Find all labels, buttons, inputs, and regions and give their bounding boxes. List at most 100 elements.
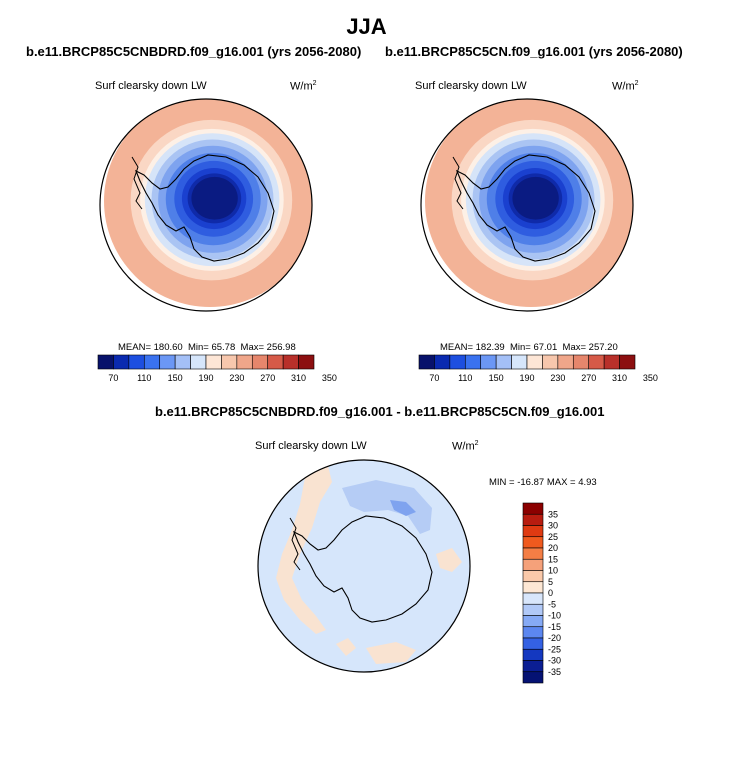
panel-2-colorbar-box-12	[603, 354, 620, 370]
panel-2-colorbar-label-5: 270	[581, 373, 596, 383]
panel-1-south-america-coastline	[131, 156, 143, 210]
panel-2-colorbar-label-2: 150	[489, 373, 504, 383]
diff-panel-south-america-coastline	[289, 517, 301, 571]
diff-colorbar-label-4: 15	[548, 554, 558, 564]
panel-2-colorbar-label-1: 110	[458, 373, 472, 383]
panel-1-colorbar-label-5: 270	[260, 373, 275, 383]
panel-2-min: Min= 67.01	[509, 342, 558, 353]
diff-colorbar-box-4	[522, 547, 544, 560]
panel-2-map-border	[420, 98, 634, 312]
panel-1-max: Max= 256.98	[240, 342, 296, 353]
diff-panel-map-border	[257, 459, 471, 673]
panel-1-contour-band-10	[191, 176, 238, 220]
diff-colorbar-box-8	[522, 592, 544, 605]
diff-colorbar-box-0	[522, 502, 544, 515]
diff-colorbar-box-1	[522, 513, 544, 526]
panel-1-stats: MEAN= 180.60 Min= 65.78 Max= 256.98	[118, 342, 296, 353]
panel-2-colorbar-box-11	[588, 354, 605, 370]
panel-2-max: Max= 257.20	[562, 342, 618, 353]
panel-2-colorbar-box-9	[557, 354, 574, 370]
diff-panel-stats: MIN = -16.87 MAX = 4.93	[489, 477, 597, 488]
diff-colorbar-label-0: 35	[548, 509, 558, 519]
diff-colorbar-box-9	[522, 603, 544, 616]
diff-panel-variable-label: Surf clearsky down LW	[255, 440, 367, 452]
diff-panel-units: W/m2	[452, 440, 479, 453]
panel-2-colorbar-box-13	[619, 354, 636, 370]
panel-1-min: Min= 65.78	[187, 342, 236, 353]
diff-panel-antarctica-coastline	[292, 515, 433, 623]
panel-1-colorbar-box-2	[128, 354, 145, 370]
diff-colorbar-label-5: 10	[548, 566, 558, 576]
diff-colorbar-box-14	[522, 660, 544, 673]
diff-colorbar-box-5	[522, 558, 544, 571]
panel-2-colorbar-box-3	[464, 354, 482, 370]
panel-1-mean: MEAN= 180.60	[118, 342, 183, 353]
panel-2-colorbar-box-0	[418, 354, 435, 370]
diff-panel-anomaly-patch-5	[342, 480, 432, 534]
panel-2-colorbar-box-10	[572, 354, 590, 370]
panel-1-colorbar-box-8	[221, 354, 238, 370]
panel-2-colorbar-box-4	[480, 354, 497, 370]
panel-2-map	[420, 98, 634, 312]
diff-colorbar-box-11	[522, 626, 544, 639]
panel-1-variable-label: Surf clearsky down LW	[95, 80, 207, 92]
panel-1-units: W/m2	[290, 80, 317, 93]
panel-2-colorbar: 70 110 150 190 230 270 310 350	[418, 354, 658, 383]
panel-1-colorbar-label-2: 150	[168, 373, 183, 383]
diff-colorbar-box-10	[522, 615, 544, 628]
diff-colorbar-box-7	[522, 581, 544, 594]
diff-colorbar-box-13	[522, 648, 544, 661]
panel-1-colorbar-box-13	[298, 354, 315, 370]
figure-title: JJA	[346, 14, 387, 39]
panel-1-colorbar-box-1	[113, 354, 130, 370]
panel-1-colorbar-box-5	[174, 354, 191, 370]
panel-2-units: W/m2	[612, 80, 639, 93]
panel-1-colorbar-label-3: 190	[198, 373, 213, 383]
panel-2-mean: MEAN= 182.39	[440, 342, 505, 353]
diff-colorbar-label-12: -25	[548, 644, 561, 654]
diff-panel-anomaly-patch-1	[366, 642, 416, 664]
panel-1-antarctica-coastline	[134, 154, 275, 262]
diff-colorbar-label-14: -35	[548, 667, 561, 677]
panel-1-colorbar-box-7	[205, 354, 222, 370]
diff-colorbar-box-15	[522, 671, 544, 684]
diff-panel-anomaly-patch-4	[316, 474, 328, 490]
diff-panel-anomaly-patch-6	[390, 500, 416, 516]
diff-colorbar-label-11: -20	[548, 633, 561, 643]
panel-2-colorbar-label-4: 230	[550, 373, 565, 383]
panel-1-colorbar-label-1: 110	[137, 373, 151, 383]
panel-2-colorbar-label-6: 310	[612, 373, 627, 383]
diff-colorbar-label-6: 5	[548, 577, 553, 587]
diff-panel-anomaly-patch-3	[436, 548, 462, 572]
panel-2-colorbar-box-6	[511, 354, 528, 370]
panel-1-colorbar-label-0: 70	[108, 373, 118, 383]
panel-2-colorbar-box-8	[542, 354, 559, 370]
diff-colorbar-label-7: 0	[548, 588, 553, 598]
panel-1-colorbar-box-9	[236, 354, 253, 370]
diff-panel-anomaly-patch-2	[336, 638, 356, 656]
diff-colorbar-box-6	[522, 570, 544, 583]
panel-1-colorbar-label-4: 230	[229, 373, 244, 383]
diff-panel-anomaly-patch-0	[276, 466, 332, 634]
diff-colorbar-box-12	[522, 637, 544, 650]
panel-1-map	[99, 98, 313, 312]
panel-2-variable-label: Surf clearsky down LW	[415, 80, 527, 92]
panel-1-colorbar-box-11	[267, 354, 284, 370]
panel-1-title: b.e11.BRCP85C5CNBDRD.f09_g16.001 (yrs 20…	[26, 44, 362, 59]
panel-2-colorbar-label-3: 190	[519, 373, 534, 383]
panel-2-colorbar-box-1	[434, 354, 451, 370]
diff-panel-map	[257, 459, 471, 673]
diff-colorbar-label-2: 25	[548, 532, 558, 542]
panel-2-colorbar-box-2	[449, 354, 466, 370]
panel-1-colorbar-box-3	[143, 354, 161, 370]
panel-2-colorbar-label-7: 350	[643, 373, 658, 383]
panel-2-antarctica-coastline	[455, 154, 596, 262]
panel-1-colorbar-box-6	[190, 354, 207, 370]
diff-colorbar-box-2	[522, 525, 544, 538]
panel-1-colorbar-label-7: 350	[322, 373, 337, 383]
diff-panel-title: b.e11.BRCP85C5CNBDRD.f09_g16.001 - b.e11…	[155, 404, 605, 419]
panel-2-title: b.e11.BRCP85C5CN.f09_g16.001 (yrs 2056-2…	[385, 44, 683, 59]
diff-colorbar-box-3	[522, 536, 544, 549]
panel-2-contour-band-10	[512, 176, 559, 220]
